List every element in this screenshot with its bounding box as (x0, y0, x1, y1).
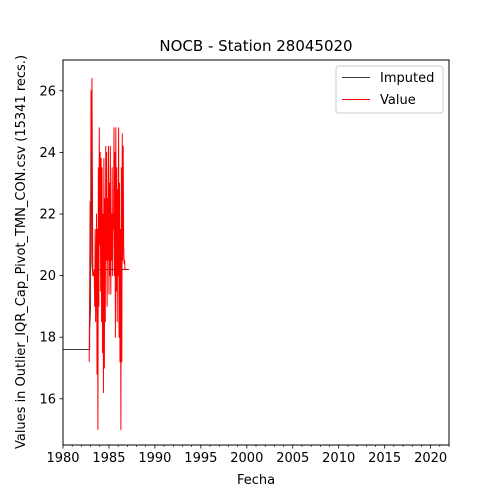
y-tick-label: 22 (39, 208, 56, 223)
x-tick-label: 2010 (322, 451, 355, 466)
y-tick-label: 24 (39, 146, 56, 161)
y-tick-label: 20 (39, 269, 56, 284)
y-tick-label: 26 (39, 84, 56, 99)
x-tick-label: 1985 (92, 451, 125, 466)
chart-title: NOCB - Station 28045020 (159, 37, 352, 55)
y-axis-label: Values in Outlier_IQR_Cap_Pivot_TMN_CON.… (14, 55, 29, 449)
x-axis: 1980 1985 1990 1995 2000 2005 2010 2015 2020 (46, 445, 450, 466)
x-tick-label: 2015 (368, 451, 401, 466)
y-tick-label: 16 (39, 392, 56, 407)
x-tick-label: 2020 (414, 451, 447, 466)
x-tick-label: 2000 (230, 451, 263, 466)
legend-label-imputed: Imputed (380, 71, 434, 86)
y-axis: 16 18 20 22 24 26 (39, 84, 63, 407)
plot-area (63, 77, 130, 431)
y-tick-label: 18 (39, 331, 56, 346)
x-tick-label: 1990 (138, 451, 171, 466)
series-line-value (88, 77, 130, 431)
x-tick-label: 1980 (46, 451, 79, 466)
x-axis-label: Fecha (237, 473, 275, 488)
x-tick-label: 1995 (184, 451, 217, 466)
legend: Imputed Value (335, 65, 444, 114)
legend-label-value: Value (380, 93, 416, 108)
x-tick-label: 2005 (276, 451, 309, 466)
